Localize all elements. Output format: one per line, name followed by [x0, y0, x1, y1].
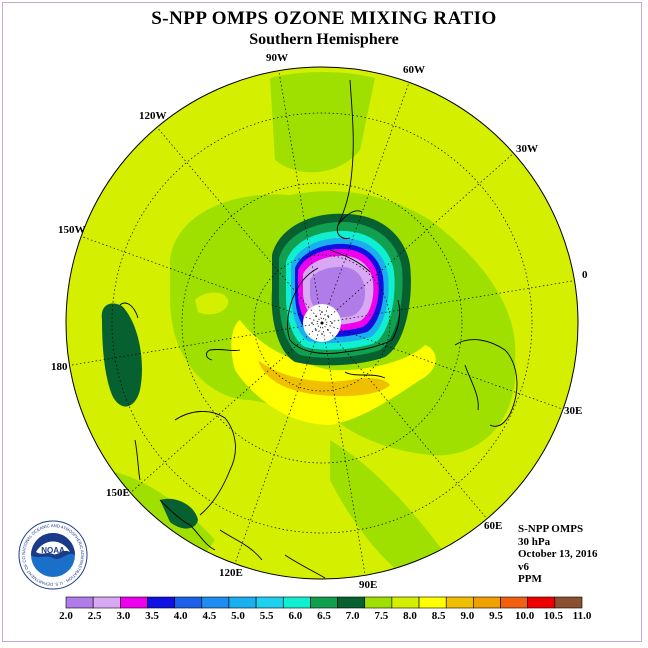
colorbar-cell-1 — [92, 596, 121, 609]
lon-label-150e: 150E — [106, 487, 130, 499]
map-boundary — [65, 66, 579, 580]
colorbar-tick-6: 5.0 — [231, 610, 245, 622]
field-7.5-north — [270, 72, 375, 173]
lon-label-90w: 90W — [266, 52, 288, 64]
lon-label-150w: 150W — [58, 224, 86, 236]
lon-label-180: 180 — [51, 361, 68, 373]
lon-label-120w: 120W — [139, 110, 167, 122]
colorbar-tick-7: 5.5 — [260, 610, 274, 622]
colorbar-tick-10: 7.0 — [346, 610, 360, 622]
colorbar-cell-15 — [473, 596, 501, 609]
info-level: 30 hPa — [518, 535, 551, 548]
colorbar-tick-2: 3.0 — [116, 610, 130, 622]
colorbar-tick-8: 6.0 — [288, 610, 302, 622]
colorbar-cell-2 — [120, 596, 148, 609]
info-version: v6 — [518, 560, 529, 573]
colorbar-tick-5: 4.5 — [202, 610, 216, 622]
colorbar-tick-9: 6.5 — [317, 610, 331, 622]
info-block: S-NPP OMPS 30 hPa October 13, 2016 v6 PP… — [518, 523, 598, 586]
noaa-logo: NOAA NATIONAL OCEANIC AND ATMOSPHERIC AD… — [18, 520, 88, 590]
info-date: October 13, 2016 — [518, 548, 598, 560]
colorbar-cell-6 — [228, 596, 257, 609]
colorbar-cell-12 — [391, 596, 420, 609]
colorbar-tick-4: 4.0 — [174, 610, 188, 622]
colorbar-cell-18 — [554, 596, 583, 609]
field-8.5 — [231, 320, 436, 425]
colorbar-cell-8 — [282, 596, 311, 609]
colorbar-cell-7 — [255, 596, 284, 609]
colorbar-tick-0: 2.0 — [59, 610, 73, 622]
colorbar-cell-14 — [445, 596, 474, 609]
lon-label-120e: 120E — [219, 567, 243, 579]
graticule — [66, 67, 578, 579]
colorbar-cell-17 — [527, 596, 556, 609]
colorbar-tick-18: 11.0 — [573, 610, 592, 622]
colorbar-tick-11: 7.5 — [374, 610, 388, 622]
lon-label-60e: 60E — [484, 520, 502, 532]
colorbar-cell-10 — [337, 596, 366, 609]
colorbar-tick-3: 3.5 — [145, 610, 159, 622]
colorbar-cell-16 — [500, 596, 528, 609]
lon-label-30e: 30E — [564, 405, 582, 417]
logo-text: NOAA — [41, 546, 65, 555]
colorbar-tick-14: 9.0 — [460, 610, 474, 622]
lon-label-30w: 30W — [516, 143, 538, 155]
lon-label-90e: 90E — [359, 579, 377, 591]
info-instrument: S-NPP OMPS — [518, 523, 584, 535]
figure-frame — [2, 2, 642, 642]
colorbar-tick-12: 8.0 — [403, 610, 417, 622]
colorbar-cell-0 — [65, 596, 94, 609]
coastlines — [119, 79, 518, 579]
colorbar-cell-3 — [147, 596, 175, 609]
longitude-labels: 90W 60W 30W 0 30E 60E 90E 120E 150E 180 … — [51, 52, 588, 591]
field-9.0 — [258, 360, 390, 397]
colorbar-tick-1: 2.5 — [88, 610, 102, 622]
colorbar-ticks: 2.0 2.5 3.0 3.5 4.0 4.5 5.0 5.5 6.0 6.5 7.0 7.5 8.0 8… — [59, 610, 592, 622]
colorbar-tick-16: 10.0 — [515, 610, 535, 622]
info-units: PPM — [518, 573, 542, 585]
field-7.0-southwest — [160, 498, 198, 529]
map-subtitle: Southern Hemisphere — [249, 31, 399, 48]
colorbar-cell-4 — [174, 596, 203, 609]
lon-label-60w: 60W — [403, 64, 425, 76]
colorbar-cell-13 — [418, 596, 447, 609]
field-7.5-southeast — [330, 440, 450, 579]
colorbar-cell-11 — [364, 596, 393, 609]
colorbar-cell-9 — [310, 596, 338, 609]
colorbar-cell-5 — [201, 596, 230, 609]
colorbar-cells — [65, 596, 583, 609]
field-8.0-patch — [195, 292, 229, 315]
colorbar-tick-15: 9.5 — [489, 610, 503, 622]
colorbar-tick-17: 10.5 — [544, 610, 564, 622]
lon-label-0: 0 — [582, 269, 588, 281]
colorbar-tick-13: 8.5 — [432, 610, 446, 622]
map-title: S-NPP OMPS OZONE MIXING RATIO — [151, 8, 497, 29]
